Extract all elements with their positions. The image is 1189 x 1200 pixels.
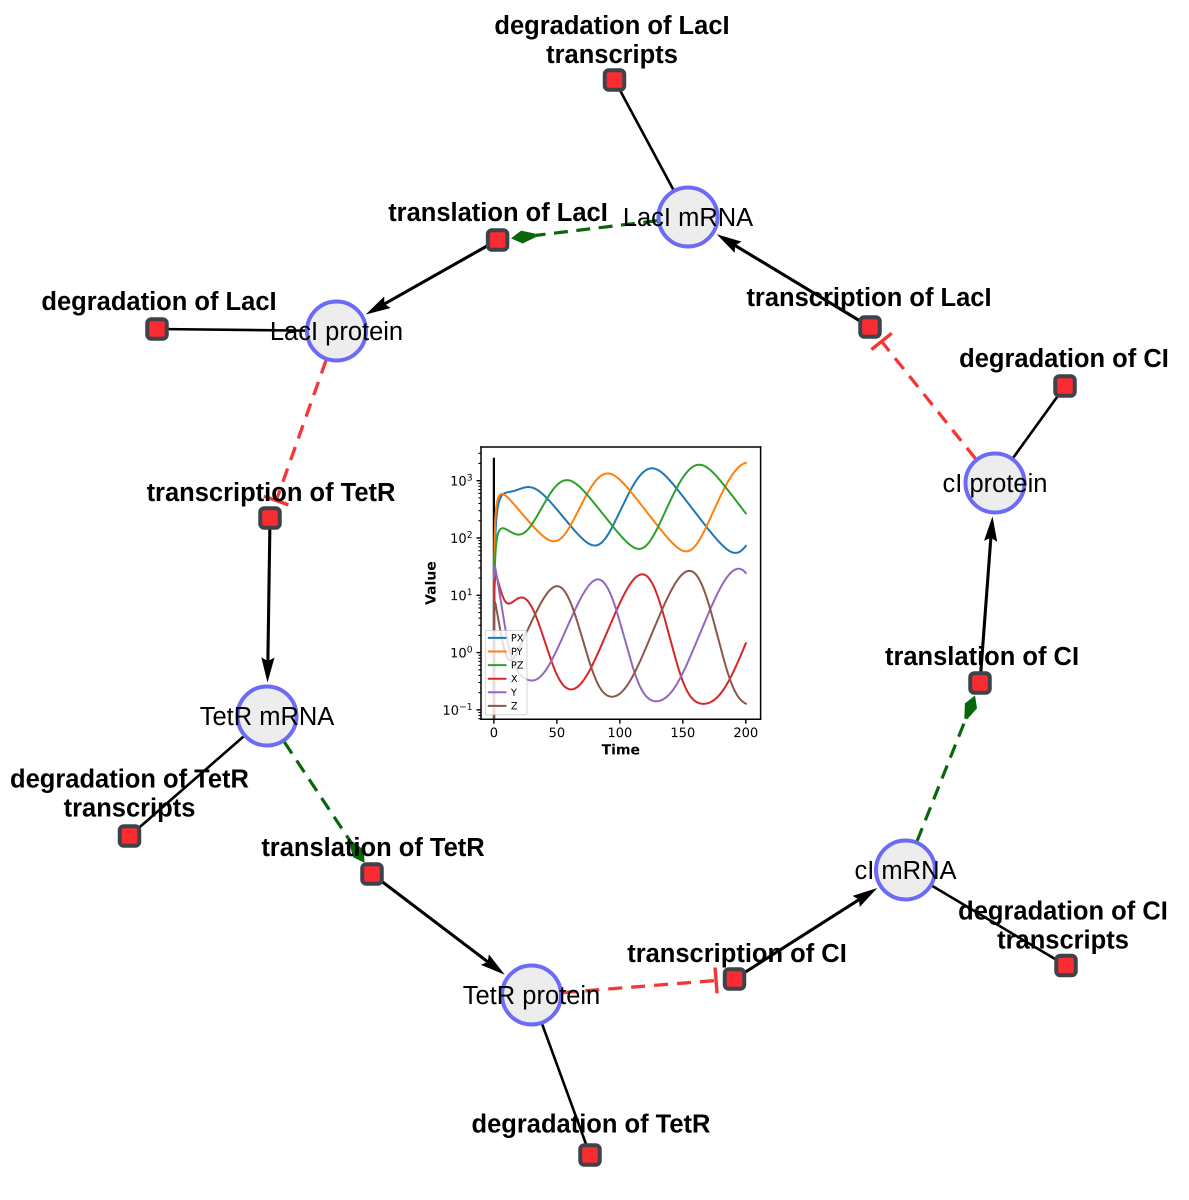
svg-text:transcripts: transcripts <box>546 41 678 69</box>
svg-text:LacI mRNA: LacI mRNA <box>623 204 753 232</box>
svg-text:TetR protein: TetR protein <box>463 982 601 1010</box>
svg-text:degradation of LacI: degradation of LacI <box>494 12 729 40</box>
svg-text:degradation of TetR: degradation of TetR <box>472 1111 711 1139</box>
svg-text:degradation of CI: degradation of CI <box>959 345 1169 373</box>
svg-text:cI mRNA: cI mRNA <box>855 857 957 885</box>
svg-text:translation of LacI: translation of LacI <box>388 199 608 227</box>
svg-text:transcripts: transcripts <box>64 795 196 823</box>
svg-text:transcripts: transcripts <box>997 927 1129 955</box>
svg-text:LacI protein: LacI protein <box>270 318 403 346</box>
svg-text:degradation of TetR: degradation of TetR <box>10 766 249 794</box>
svg-text:TetR mRNA: TetR mRNA <box>200 703 335 731</box>
svg-text:translation of CI: translation of CI <box>885 643 1079 671</box>
svg-text:cI protein: cI protein <box>943 470 1048 498</box>
svg-text:translation of TetR: translation of TetR <box>261 834 484 862</box>
svg-text:degradation of LacI: degradation of LacI <box>41 288 276 316</box>
svg-text:transcription of CI: transcription of CI <box>627 940 847 968</box>
svg-text:transcription of TetR: transcription of TetR <box>147 479 396 507</box>
svg-text:transcription of LacI: transcription of LacI <box>746 284 991 312</box>
svg-text:degradation of CI: degradation of CI <box>958 898 1168 926</box>
